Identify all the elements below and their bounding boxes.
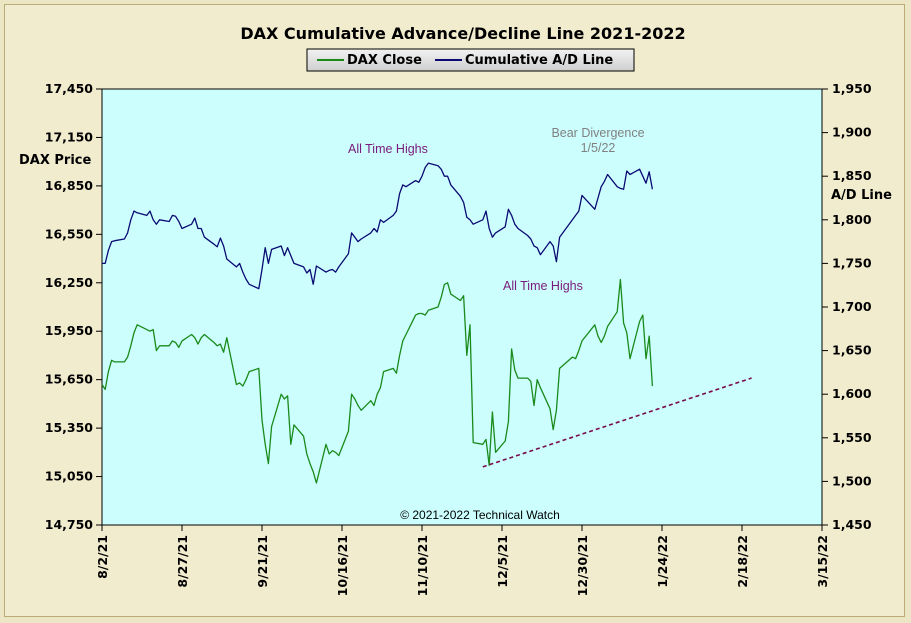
x-axis-tick-label: 8/2/21	[95, 535, 110, 579]
y-left-axis-label: DAX Price	[19, 153, 92, 168]
legend-label-dax-close: DAX Close	[347, 53, 422, 68]
y-right-axis-label: A/D Line	[831, 188, 892, 203]
left-axis: 14,750 15,050 15,350 15,650 15,950 16,250 16,5…	[45, 81, 103, 532]
plot-area	[101, 88, 823, 526]
right-axis-tick-label: 1,600	[832, 386, 872, 401]
chart-svg: DAX Cumulative Advance/Decline Line 2021…	[19, 24, 892, 596]
annotation-all-time-highs-dax: All Time Highs	[503, 279, 583, 293]
legend: DAX Close Cumulative A/D Line	[306, 48, 635, 72]
left-axis-tick-label: 15,950	[45, 323, 94, 338]
annotation-all-time-highs-ad: All Time Highs	[348, 142, 428, 156]
right-axis-tick-label: 1,500	[832, 473, 872, 488]
left-axis-tick-label: 14,750	[45, 517, 94, 532]
right-axis-tick-label: 1,950	[832, 81, 872, 96]
copyright-text: © 2021-2022 Technical Watch	[400, 508, 560, 522]
left-axis-tick-label: 17,150	[45, 129, 94, 144]
right-axis-tick-label: 1,850	[832, 168, 872, 183]
x-axis-tick-label: 9/21/21	[255, 535, 270, 588]
series-line-dax-close	[101, 278, 654, 484]
left-axis-tick-label: 15,050	[45, 469, 94, 484]
left-axis-tick-label: 16,850	[45, 178, 94, 193]
x-axis-tick-label: 12/5/21	[495, 535, 510, 588]
left-axis-tick-label: 17,450	[45, 81, 94, 96]
x-axis-tick-label: 8/27/21	[175, 535, 190, 588]
x-axis-tick-label: 3/15/22	[815, 535, 830, 588]
x-axis-tick-label: 11/10/21	[415, 535, 430, 596]
annotation-bear-divergence: Bear Divergence	[551, 126, 644, 140]
chart-title: DAX Cumulative Advance/Decline Line 2021…	[240, 24, 685, 43]
left-axis-tick-label: 15,350	[45, 420, 94, 435]
right-axis-tick-label: 1,450	[832, 517, 872, 532]
right-axis-tick-label: 1,650	[832, 343, 872, 358]
series-layer	[101, 162, 654, 484]
x-axis: 8/2/21 8/27/21 9/21/21 10/16/21 11/10/21 12/5…	[95, 525, 830, 596]
right-axis-tick-label: 1,800	[832, 212, 872, 227]
right-axis-tick-label: 1,750	[832, 255, 872, 270]
right-axis-tick-label: 1,700	[832, 299, 872, 314]
trendline-support	[482, 377, 752, 468]
left-axis-tick-label: 15,650	[45, 372, 94, 387]
series-line-ad-line	[102, 162, 654, 290]
x-axis-tick-label: 1/24/22	[655, 535, 670, 588]
left-axis-tick-label: 16,550	[45, 226, 94, 241]
x-axis-tick-label: 10/16/21	[335, 535, 350, 596]
right-axis: 1,450 1,500 1,550 1,600 1,650 1,700 1,750 1,800…	[821, 81, 872, 532]
x-axis-tick-label: 12/30/21	[575, 535, 590, 596]
annotation-bear-divergence-date: 1/5/22	[581, 141, 616, 155]
chart-frame: DAX Cumulative Advance/Decline Line 2021…	[4, 4, 905, 617]
legend-label-ad-line: Cumulative A/D Line	[465, 53, 613, 68]
x-axis-tick-label: 2/18/22	[735, 535, 750, 588]
right-axis-tick-label: 1,900	[832, 125, 872, 140]
left-axis-tick-label: 16,250	[45, 275, 94, 290]
trend-layer	[482, 377, 752, 468]
right-axis-tick-label: 1,550	[832, 430, 872, 445]
